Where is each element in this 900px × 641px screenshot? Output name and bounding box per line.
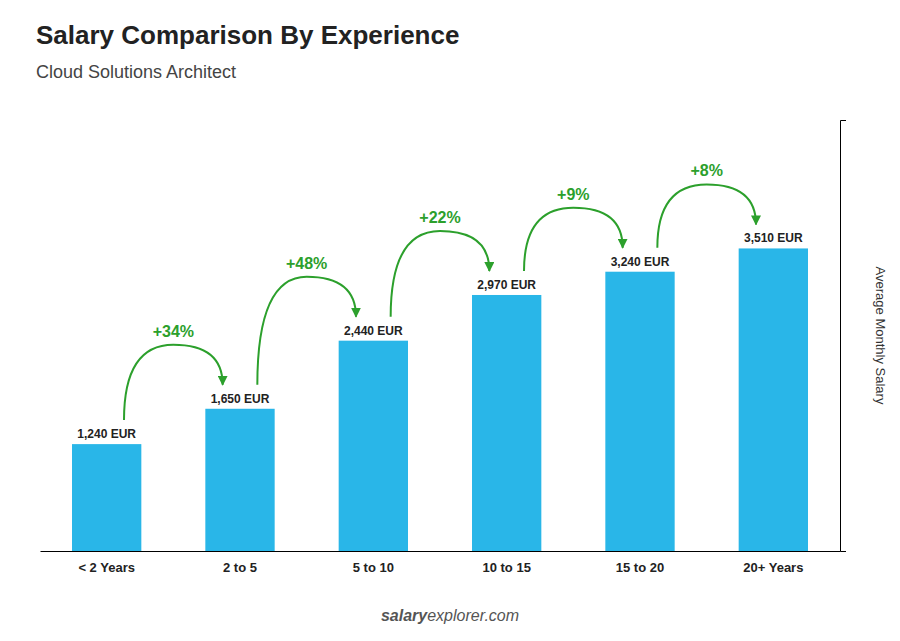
annotation-arrow bbox=[257, 277, 356, 385]
x-tick-label: 5 to 10 bbox=[353, 560, 394, 575]
y-label: Average Monthly Salary bbox=[873, 267, 888, 405]
footer-part: explorer.com bbox=[427, 607, 519, 624]
annotation-arrow bbox=[391, 231, 490, 317]
data-label: 1,650 EUR bbox=[211, 392, 270, 406]
annotation: +34% bbox=[153, 323, 194, 340]
annotation: +48% bbox=[286, 255, 327, 272]
annotation: +22% bbox=[419, 209, 460, 226]
annotation: +8% bbox=[690, 162, 722, 179]
x-tick-label: < 2 Years bbox=[78, 560, 135, 575]
x-tick-label: 10 to 15 bbox=[482, 560, 530, 575]
x-tick-label: 2 to 5 bbox=[223, 560, 257, 575]
x-tick-label: 20+ Years bbox=[743, 560, 803, 575]
x-tick-label: 15 to 20 bbox=[616, 560, 664, 575]
annotation-arrow bbox=[524, 208, 623, 271]
x-tick: 10 to 15 bbox=[482, 560, 530, 575]
y-axis bbox=[841, 121, 847, 552]
x-tick: 15 to 20 bbox=[616, 560, 664, 575]
data-labels: 1,240 EUR 1,650 EUR 2,440 EUR 2,970 EUR 3,24… bbox=[77, 231, 803, 441]
bar bbox=[72, 444, 141, 551]
data-label: 2,970 EUR bbox=[477, 278, 536, 292]
x-axis-line bbox=[41, 551, 841, 552]
annotation-arrow bbox=[657, 184, 756, 247]
x-tick: 5 to 10 bbox=[353, 560, 394, 575]
bar bbox=[739, 248, 808, 551]
bars bbox=[72, 248, 808, 551]
bar bbox=[205, 409, 274, 551]
annotation: +9% bbox=[557, 186, 589, 203]
title: Salary Comparison By Experience bbox=[36, 20, 459, 50]
data-label: 1,240 EUR bbox=[77, 427, 136, 441]
data-label: 3,510 EUR bbox=[744, 231, 803, 245]
chart: Salary Comparison By Experience Cloud Sol… bbox=[0, 0, 900, 641]
bar bbox=[339, 341, 408, 551]
x-axis: < 2 Years 2 to 5 5 to 10 10 to 15 15 to 20 20… bbox=[41, 552, 841, 576]
data-label: 2,440 EUR bbox=[344, 324, 403, 338]
y-axis-line bbox=[841, 121, 847, 552]
annotations: +34% +48% +22% +9% +8% bbox=[124, 162, 756, 420]
data-label: 3,240 EUR bbox=[611, 255, 670, 269]
bar bbox=[472, 295, 541, 551]
x-tick: < 2 Years bbox=[78, 560, 135, 575]
footer-part: salary bbox=[381, 607, 428, 624]
x-tick: 2 to 5 bbox=[223, 560, 257, 575]
footer: salaryexplorer.com bbox=[381, 607, 519, 624]
annotation-arrow bbox=[124, 345, 223, 420]
subtitle: Cloud Solutions Architect bbox=[36, 62, 236, 82]
x-tick: 20+ Years bbox=[743, 560, 803, 575]
bar bbox=[605, 272, 674, 551]
